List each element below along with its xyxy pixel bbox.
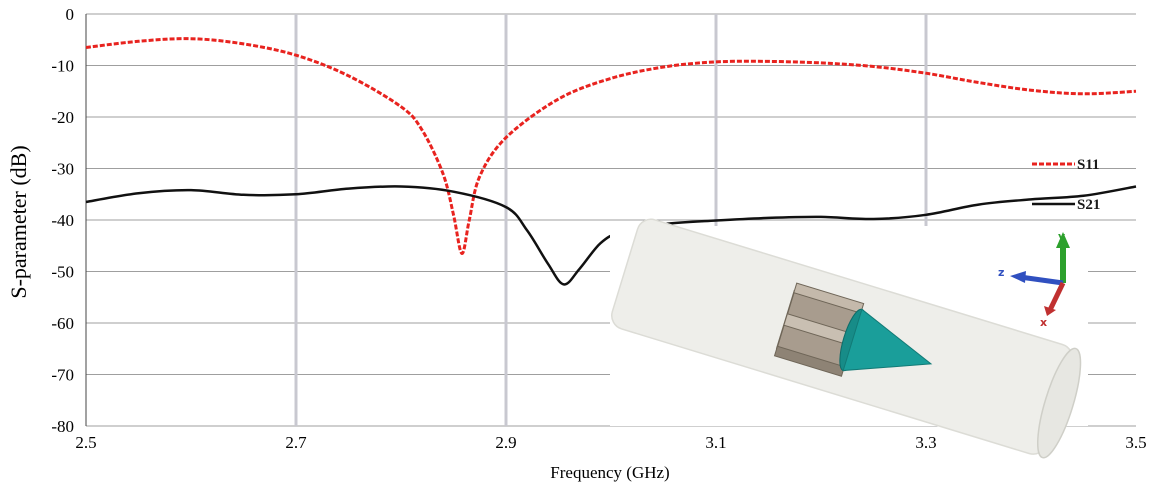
y-axis-title: S-parameter (dB) [6,145,31,298]
antenna-model-inset: y z x [610,218,1088,459]
metal-fin-top [793,282,865,314]
x-tick-label: 3.3 [915,433,936,452]
x-tick-label: 2.5 [75,433,96,452]
triad-x-label: x [1040,316,1047,329]
y-tick-label: -30 [51,160,74,179]
triad-x-arrow [1047,281,1066,312]
x-axis-title: Frequency (GHz) [550,463,669,482]
y-tick-label: 0 [66,5,75,24]
metal-fin-bottom [773,345,846,377]
triad-x-head [1044,306,1056,316]
legend-label-s21: S21 [1077,197,1100,213]
triad-y-head [1056,232,1070,248]
cone-tip [842,308,933,372]
legend-label-s11: S11 [1077,157,1100,173]
x-tick-label: 3.1 [705,433,726,452]
grid [86,13,1136,427]
x-tick-label: 2.7 [285,433,307,452]
x-tick-label: 3.5 [1125,433,1146,452]
y-tick-label: -60 [51,314,74,333]
triad-z-head [1010,271,1026,283]
axis-triad: y z x [998,230,1070,329]
y-tick-label: -80 [51,417,74,436]
y-tick-label: -50 [51,263,74,282]
series-line-s21 [85,185,1137,286]
triad-y-label: y [1058,230,1065,243]
series-group [85,37,1137,286]
y-tick-label: -20 [51,108,74,127]
y-tick-label: -10 [51,57,74,76]
triad-z-arrow [1019,274,1064,286]
x-tick-label: 2.9 [495,433,516,452]
y-tick-label: -70 [51,366,74,385]
legend: S11 S21 [1032,157,1100,213]
tube-end [1036,347,1082,459]
tick-labels: 0 -10 -20 -30 -40 -50 -60 -70 -802.5 2.7 2.9 3.1 3.3… [51,5,1146,452]
triad-z-label: z [998,266,1004,279]
y-tick-label: -40 [51,211,74,230]
series-line-s11 [85,37,1137,256]
